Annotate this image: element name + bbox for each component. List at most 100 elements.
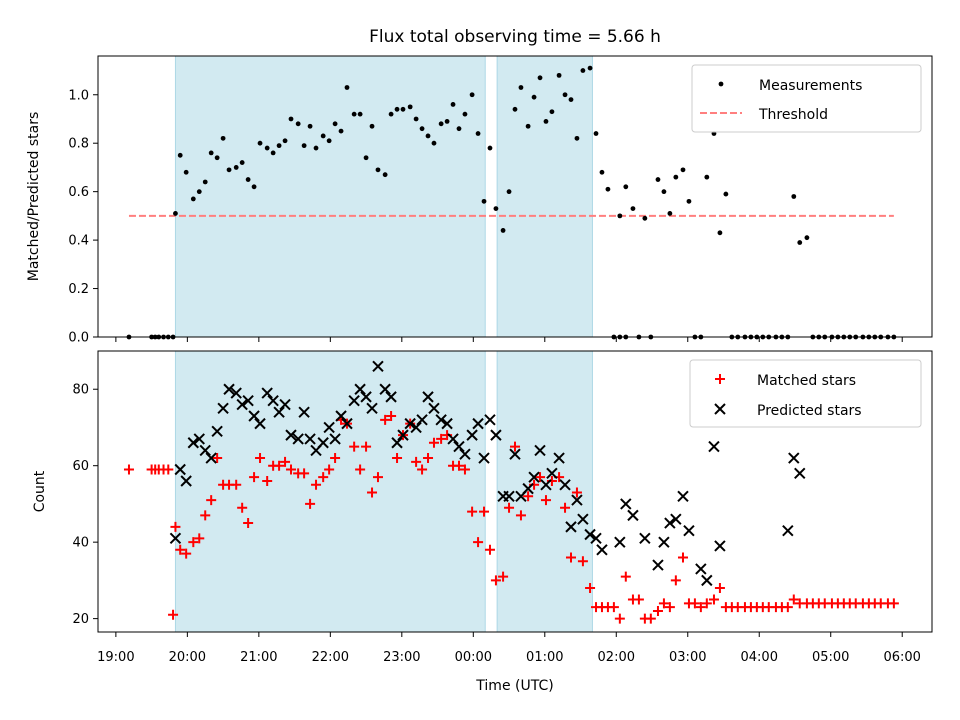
top-shaded-interval-1 (174, 55, 486, 338)
predicted-star-marker (242, 394, 254, 407)
matched-star-marker (540, 495, 551, 506)
matched-star-marker (560, 502, 571, 513)
measurement-point (245, 177, 251, 182)
x-tick-label-1: 20:00 (169, 650, 206, 665)
measurement-point (456, 126, 462, 132)
matched-star-marker (386, 410, 397, 421)
measurement-point (531, 94, 537, 100)
bottom-y-tick-label-1: 40 (72, 536, 89, 551)
predicted-star-marker (348, 394, 360, 407)
top-legend-box (691, 64, 922, 133)
predicted-star-marker (788, 452, 800, 464)
predicted-star-marker (708, 440, 720, 453)
matched-star-marker (361, 441, 372, 452)
predicted-star-marker (323, 421, 335, 434)
predicted-star-marker (441, 417, 453, 430)
matched-star-marker (355, 464, 366, 475)
matched-star-marker (262, 475, 273, 486)
measurement-point (363, 155, 369, 161)
matched-star-marker (467, 506, 478, 517)
measurement-point (400, 106, 406, 112)
predicted-star-marker (360, 391, 372, 403)
predicted-star-marker (652, 559, 664, 571)
predicted-star-marker (782, 524, 794, 537)
predicted-star-marker (223, 383, 235, 395)
matched-star-marker (170, 521, 181, 532)
x-tick-label-7: 02:00 (598, 650, 635, 665)
measurement-point (313, 145, 319, 151)
measurement-point (599, 169, 605, 175)
measurement-point (239, 160, 245, 165)
matched-star-marker (479, 506, 490, 517)
predicted-star-marker (466, 429, 478, 441)
matched-star-marker (490, 575, 501, 586)
predicted-star-marker (546, 467, 558, 480)
bottom-shaded-interval-1 (174, 350, 486, 633)
bottom-axes-frame (97, 350, 933, 633)
measurement-point (276, 143, 282, 149)
matched-star-marker (614, 613, 625, 624)
matched-star-marker (417, 464, 428, 475)
matched-star-marker (274, 460, 285, 471)
measurement-point (791, 194, 797, 199)
measurement-point (196, 189, 202, 195)
x-tick-label-0: 19:00 (97, 650, 134, 665)
predicted-star-marker (254, 417, 266, 430)
measurement-point (525, 123, 531, 129)
matched-star-marker (888, 598, 899, 609)
top-y-tick-label-1: 0.2 (68, 282, 89, 297)
predicted-star-marker (267, 394, 279, 407)
measurement-point (642, 215, 648, 221)
top-y-tick-label-2: 0.4 (68, 234, 89, 249)
measurement-point (202, 179, 208, 185)
measurement-point (673, 174, 679, 180)
matched-star-marker (231, 479, 242, 490)
measurement-point (419, 126, 425, 132)
measurement-point (301, 143, 307, 149)
predicted-star-marker (372, 360, 384, 373)
matched-star-marker (286, 464, 297, 475)
matched-star-marker (318, 472, 329, 483)
predicted-star-marker (639, 532, 651, 545)
predicted-star-marker (174, 463, 186, 476)
measurement-point (388, 111, 394, 117)
matched-star-marker (212, 453, 223, 464)
predicted-star-marker (664, 517, 676, 529)
predicted-star-marker (565, 521, 577, 533)
measurement-point (307, 123, 313, 129)
matched-star-marker (311, 479, 322, 490)
predicted-star-marker (261, 387, 273, 399)
predicted-star-marker (304, 433, 316, 445)
matched-star-marker (237, 502, 248, 513)
matched-star-marker (645, 613, 656, 624)
predicted-star-marker (416, 414, 428, 426)
bottom-y-tick-label-3: 80 (72, 383, 89, 398)
measurement-point (332, 121, 338, 127)
measurement-point (173, 211, 178, 216)
predicted-star-marker (447, 433, 459, 445)
predicted-star-marker (410, 421, 422, 434)
top-y-axis-label: Matched/Predicted stars (26, 112, 42, 282)
measurement-point (574, 135, 580, 141)
matched-star-marker (459, 464, 470, 475)
matched-star-marker (510, 441, 520, 452)
predicted-star-marker (571, 494, 583, 506)
x-tick-label-9: 04:00 (741, 650, 778, 665)
legend-label-predicted-stars: Predicted stars (757, 403, 862, 419)
matched-star-marker (411, 456, 422, 467)
top-y-tick-label-4: 0.8 (68, 137, 89, 152)
measurement-point (797, 240, 803, 245)
predicted-star-marker (236, 398, 248, 411)
measurement-point (295, 121, 301, 127)
matched-star-marker (782, 602, 793, 613)
top-y-tick-label-3: 0.6 (68, 185, 89, 200)
matched-star-marker (788, 594, 799, 605)
predicted-star-marker (292, 433, 304, 445)
predicted-star-marker (428, 402, 440, 415)
predicted-star-marker (169, 532, 182, 545)
measurement-point (680, 167, 686, 173)
measurement-point (500, 228, 506, 233)
matched-star-marker (392, 453, 403, 464)
predicted-star-marker (385, 391, 397, 403)
